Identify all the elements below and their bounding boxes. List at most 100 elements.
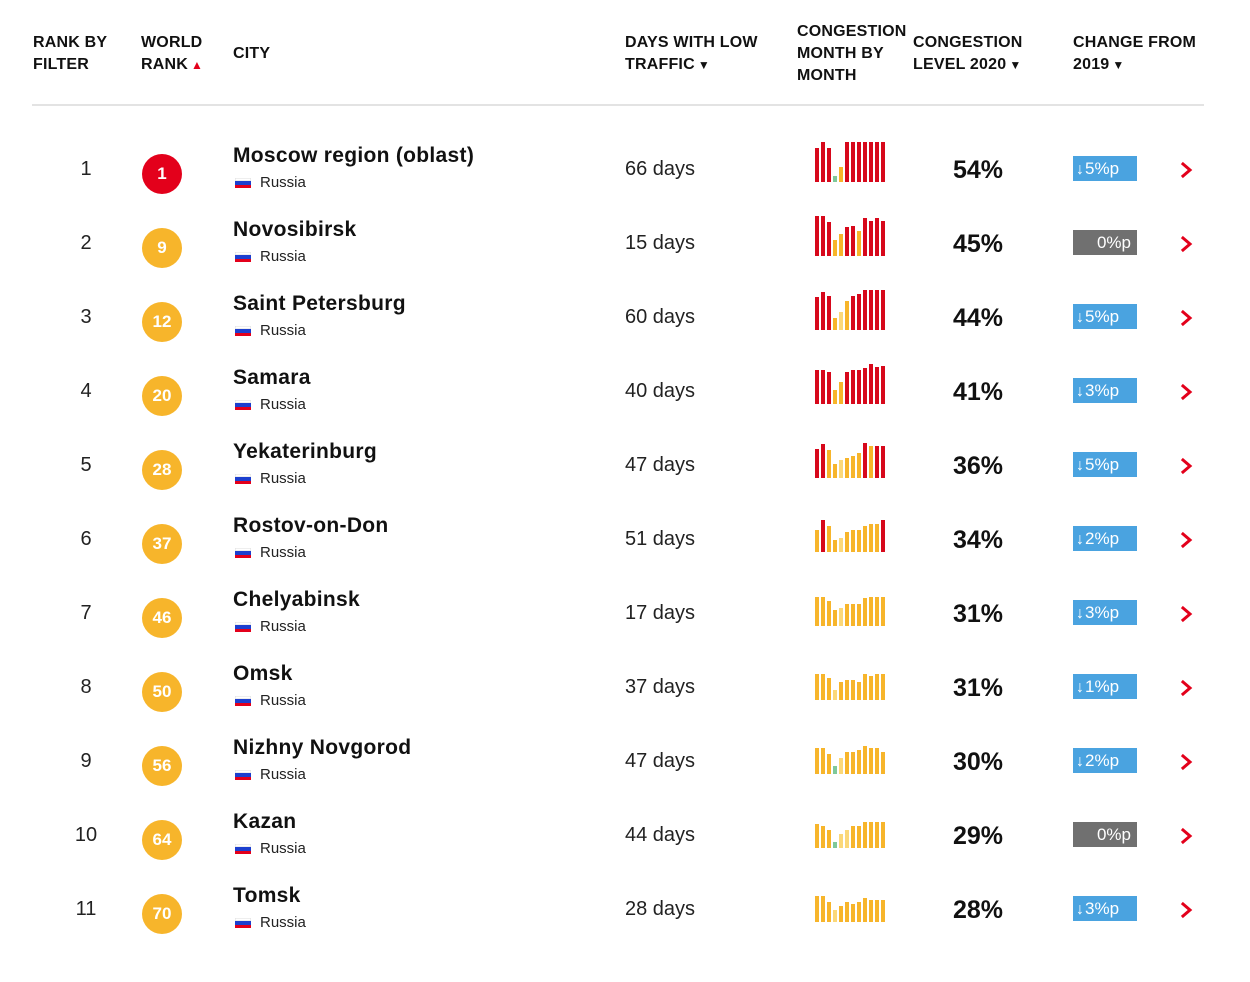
change-value: 3%p [1085,899,1120,918]
chevron-right-icon[interactable] [1177,456,1195,476]
table-row[interactable]: 10 64 Kazan Russia 44 days 29% 0%p [0,806,1250,880]
table-row[interactable]: 2 9 Novosibirsk Russia 15 days 45% 0%p [0,214,1250,288]
month-bar [881,446,885,478]
header-congestion-month-line1: CONGESTION [797,23,907,40]
russia-flag-icon [235,696,251,706]
city-name-link[interactable]: Moscow region (oblast) [233,144,475,167]
month-bar [875,822,879,848]
month-bar [815,530,819,552]
table-row[interactable]: 6 37 Rostov-on-Don Russia 51 days 34% ↓2%p [0,510,1250,584]
arrow-down-icon: ↓ [1076,901,1084,918]
country-name: Russia [260,914,306,931]
month-bar [869,676,873,700]
table-row[interactable]: 8 50 Omsk Russia 37 days 31% ↓1%p [0,658,1250,732]
city-name-link[interactable]: Kazan [233,810,297,833]
chevron-right-icon[interactable] [1177,752,1195,772]
header-congestion-level[interactable]: CONGESTION LEVEL 2020 ▼ [913,32,1023,76]
city-name-link[interactable]: Tomsk [233,884,301,907]
month-bar [839,234,843,256]
table-row[interactable]: 1 1 Moscow region (oblast) Russia 66 days 54%… [0,140,1250,214]
change-value: 0%p [1096,233,1131,252]
month-bar [845,532,849,552]
table-row[interactable]: 9 56 Nizhny Novgorod Russia 47 days 30% ↓2%p [0,732,1250,806]
country-name: Russia [260,544,306,561]
table-row[interactable]: 7 46 Chelyabinsk Russia 17 days 31% ↓3%p [0,584,1250,658]
city-name-link[interactable]: Nizhny Novgorod [233,736,412,759]
chevron-right-icon[interactable] [1177,160,1195,180]
month-bar [815,674,819,700]
congestion-month-sparkline [815,658,887,700]
country-name: Russia [260,396,306,413]
month-bar [839,758,843,774]
rank-by-filter: 1 [80,158,92,180]
chevron-right-icon[interactable] [1177,678,1195,698]
month-bar [845,142,849,182]
world-rank-badge: 70 [142,894,182,934]
chevron-right-icon[interactable] [1177,900,1195,920]
city-name-link[interactable]: Yekaterinburg [233,440,377,463]
chevron-right-icon[interactable] [1177,234,1195,254]
country-label: Russia [235,174,306,191]
header-days-low-traffic[interactable]: DAYS WITH LOW TRAFFIC ▼ [625,32,758,76]
change-value: 5%p [1085,307,1120,326]
congestion-month-sparkline [815,584,887,626]
month-bar [815,297,819,330]
month-bar [815,748,819,774]
rank-by-filter: 4 [80,380,92,402]
header-congestion-level-line2: LEVEL 2020 [913,56,1007,73]
congestion-month-sparkline [815,140,887,182]
chevron-right-icon[interactable] [1177,308,1195,328]
header-change-from-2019[interactable]: CHANGE FROM 2019 ▼ [1073,32,1196,76]
city-name-link[interactable]: Saint Petersburg [233,292,406,315]
month-bar [815,216,819,256]
header-city[interactable]: CITY [233,43,270,65]
congestion-month-sparkline [815,806,887,848]
month-bar [863,290,867,330]
header-rank-by-filter[interactable]: RANK BY FILTER [33,32,107,76]
country-name: Russia [260,766,306,783]
city-name-link[interactable]: Samara [233,366,311,389]
chevron-right-icon[interactable] [1177,382,1195,402]
change-value: 2%p [1085,529,1120,548]
table-row[interactable]: 3 12 Saint Petersburg Russia 60 days 44% ↓5%p [0,288,1250,362]
month-bar [845,301,849,330]
month-bar [875,597,879,626]
month-bar [857,370,861,404]
chevron-right-icon[interactable] [1177,530,1195,550]
month-bar [821,896,825,922]
congestion-month-sparkline [815,510,887,552]
header-world-rank[interactable]: WORLD RANK ▲ [141,32,203,76]
month-bar [863,443,867,478]
country-name: Russia [260,470,306,487]
congestion-level-value: 31% [952,600,1004,628]
city-name-link[interactable]: Omsk [233,662,293,685]
month-bar [815,370,819,404]
header-congestion-level-line1: CONGESTION [913,34,1023,51]
country-label: Russia [235,322,306,339]
city-name-link[interactable]: Chelyabinsk [233,588,361,611]
congestion-month-sparkline [815,362,887,404]
table-row[interactable]: 4 20 Samara Russia 40 days 41% ↓3%p [0,362,1250,436]
month-bar [827,148,831,182]
change-badge: ↓5%p [1073,452,1137,477]
country-label: Russia [235,840,306,857]
city-name-link[interactable]: Novosibirsk [233,218,357,241]
table-row[interactable]: 11 70 Tomsk Russia 28 days 28% ↓3%p [0,880,1250,954]
chevron-right-icon[interactable] [1177,604,1195,624]
rank-by-filter: 8 [80,676,92,698]
days-low-traffic: 47 days [625,750,696,772]
rank-by-filter: 7 [80,602,92,624]
table-row[interactable]: 5 28 Yekaterinburg Russia 47 days 36% ↓5%p [0,436,1250,510]
city-name-link[interactable]: Rostov-on-Don [233,514,389,537]
month-bar [821,597,825,626]
month-bar [815,824,819,848]
chevron-right-icon[interactable] [1177,826,1195,846]
change-value: 0%p [1096,825,1131,844]
month-bar [845,902,849,922]
days-low-traffic: 17 days [625,602,696,624]
month-bar [833,540,837,552]
change-badge: ↓3%p [1073,378,1137,403]
month-bar [881,822,885,848]
world-rank-badge: 12 [142,302,182,342]
month-bar [863,746,867,774]
